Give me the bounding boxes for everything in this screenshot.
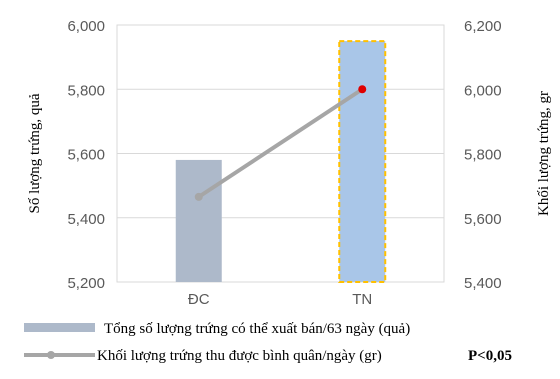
- right-tick-label: 5,600: [464, 211, 502, 228]
- x-tick-label: ĐC: [188, 291, 210, 308]
- line-marker-ĐC: [194, 192, 203, 201]
- gridlines: [117, 24, 444, 283]
- right-tick-label: 6,200: [464, 18, 502, 35]
- line-series: [194, 85, 367, 201]
- right-axis-ticks: 5,400 5,600 5,800 6,000 6,200: [464, 18, 502, 292]
- left-tick-label: 5,200: [67, 275, 105, 292]
- x-tick-label: TN: [352, 291, 372, 308]
- line-marker-TN: [358, 85, 367, 94]
- right-tick-label: 5,400: [464, 275, 502, 292]
- bar-series: [175, 40, 387, 283]
- right-tick-label: 5,800: [464, 147, 502, 164]
- left-axis-ticks: 5,200 5,400 5,600 5,800 6,000: [67, 18, 105, 292]
- legend-bar-swatch: [24, 323, 95, 332]
- x-axis-ticks: ĐC TN: [188, 291, 372, 308]
- left-tick-label: 5,800: [67, 82, 105, 99]
- significance-annotation: P<0,05: [468, 348, 512, 364]
- left-tick-label: 5,400: [67, 211, 105, 228]
- left-tick-label: 6,000: [67, 18, 105, 35]
- line-path: [196, 87, 365, 199]
- right-axis-label: Khối lượng trứng, gr: [536, 91, 552, 216]
- left-axis-label: Số lượng trứng, quả: [27, 93, 43, 213]
- right-tick-label: 6,000: [464, 82, 502, 99]
- left-tick-label: 5,600: [67, 147, 105, 164]
- legend-line-label: Khối lượng trứng thu được bình quân/ngày…: [97, 348, 382, 364]
- bar-TN: [338, 40, 387, 283]
- legend-line-marker: [47, 351, 55, 359]
- bar-ĐC: [175, 159, 222, 282]
- legend-bar-label: Tổng số lượng trứng có thể xuất bán/63 n…: [104, 321, 410, 337]
- legend: Tổng số lượng trứng có thể xuất bán/63 n…: [24, 321, 410, 364]
